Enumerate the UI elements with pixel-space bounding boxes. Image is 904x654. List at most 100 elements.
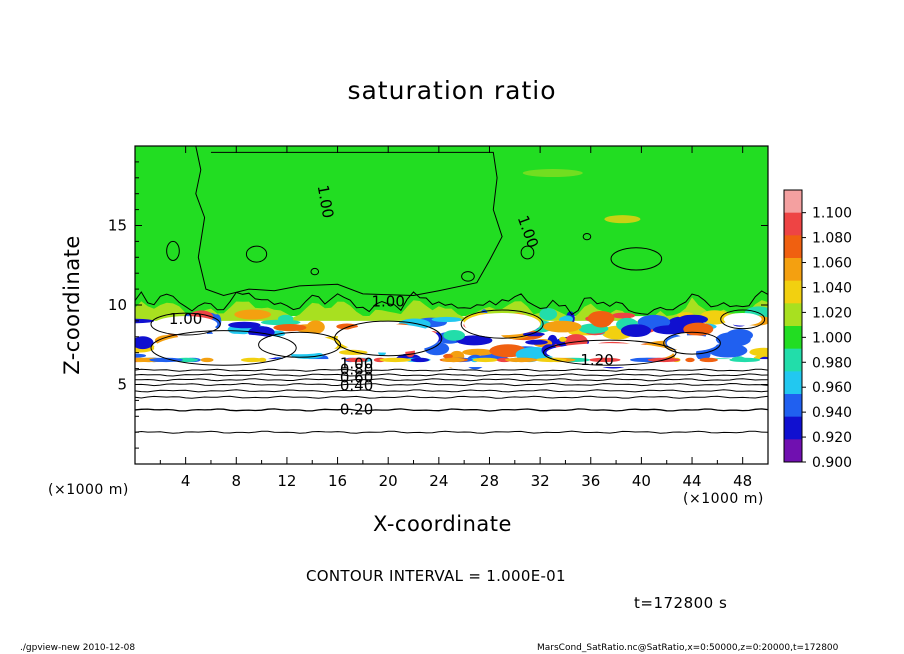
x-tick-label: 44 bbox=[682, 472, 701, 490]
cloud-patch bbox=[559, 336, 567, 342]
cloud-patch bbox=[543, 320, 582, 333]
colorbar-label: 0.940 bbox=[812, 405, 852, 421]
cloud-base-strip bbox=[135, 359, 768, 368]
colorbar-label: 1.020 bbox=[812, 305, 852, 321]
plume-patch bbox=[522, 169, 583, 178]
contour-label: 0.60 bbox=[340, 369, 373, 387]
contour-line bbox=[135, 408, 768, 412]
contour-line bbox=[150, 330, 297, 366]
contour-labels: 1.001.001.001.001.00 1.200.800.600.400.20 bbox=[169, 184, 614, 419]
cloud-core bbox=[337, 324, 439, 353]
colorbar-cell bbox=[784, 348, 802, 372]
contour-interval-text: CONTOUR INTERVAL = 1.000E-01 bbox=[306, 567, 566, 585]
x-tick-label: 20 bbox=[379, 472, 398, 490]
contour-line bbox=[720, 309, 766, 330]
plume-patch bbox=[604, 215, 641, 224]
contour-line bbox=[135, 382, 768, 387]
chart-title: saturation ratio bbox=[347, 76, 557, 105]
x-tick-label: 4 bbox=[181, 472, 191, 490]
cloud-patch bbox=[456, 335, 493, 346]
contour-label: 1.00 bbox=[169, 310, 202, 328]
footer-left-text: ./gpview-new 2010-12-08 bbox=[20, 643, 136, 653]
field-saturated-region bbox=[135, 146, 768, 317]
contour-line bbox=[310, 267, 320, 276]
contour-label: 1.00 bbox=[340, 354, 373, 372]
contour-line bbox=[135, 290, 768, 316]
cloud-core bbox=[464, 312, 541, 336]
colorbar-label: 0.960 bbox=[812, 380, 852, 396]
cloud-base-patch bbox=[729, 357, 761, 363]
y-tick-label: 15 bbox=[108, 217, 127, 235]
colorbar-label: 1.100 bbox=[812, 206, 852, 222]
colorbar: 1.100 1.080 1.060 1.040 1.020 1.000 0.980 0.960… bbox=[783, 189, 852, 471]
cloud-core bbox=[261, 335, 338, 355]
contour-line bbox=[135, 378, 768, 382]
cloud-base-patch bbox=[505, 357, 538, 363]
cloud-patch bbox=[306, 320, 325, 334]
colorbar-label: 1.040 bbox=[812, 280, 852, 296]
colorbar-frame bbox=[783, 189, 803, 463]
contour-label: 0.40 bbox=[340, 377, 373, 395]
colorbar-cell bbox=[784, 235, 802, 259]
contour-line bbox=[195, 146, 503, 297]
time-stamp: t=172800 s bbox=[634, 594, 728, 612]
colorbar-cell bbox=[784, 416, 802, 440]
x-tick-label: 32 bbox=[531, 472, 550, 490]
contour-line bbox=[582, 232, 592, 241]
cloud-patch bbox=[749, 347, 768, 357]
contour-line bbox=[166, 240, 180, 261]
cloud-patch bbox=[525, 339, 548, 345]
contour-line bbox=[135, 430, 768, 434]
cloud-core bbox=[723, 312, 762, 326]
cloud-patch bbox=[228, 321, 261, 329]
cloud-patch bbox=[234, 309, 272, 320]
cloud-base-patch bbox=[258, 357, 267, 363]
cloud-patch bbox=[135, 353, 147, 358]
x-tick-label: 40 bbox=[632, 472, 651, 490]
x-tick-label: 16 bbox=[328, 472, 347, 490]
contour-line bbox=[663, 331, 721, 355]
cloud-base-patch bbox=[472, 357, 499, 363]
cloud-patch bbox=[135, 318, 155, 324]
contour-label: 1.00 bbox=[314, 184, 338, 220]
x-tick-label: 12 bbox=[277, 472, 296, 490]
cloud-core bbox=[666, 335, 718, 352]
colorbar-label: 1.000 bbox=[812, 330, 852, 346]
contour-lines bbox=[135, 146, 768, 434]
contour-line bbox=[135, 373, 768, 377]
y-axis-label: Z-coordinate bbox=[60, 235, 84, 375]
cloud-patch bbox=[678, 314, 708, 325]
cloud-patch bbox=[431, 316, 462, 323]
contour-line bbox=[610, 247, 663, 271]
cloud-base-patch bbox=[345, 357, 368, 363]
colorbar-label: 0.920 bbox=[812, 430, 852, 446]
colorbar-cell bbox=[784, 212, 802, 236]
cloud-patch bbox=[273, 324, 307, 332]
cloud-base-patch bbox=[410, 357, 430, 363]
contour-line bbox=[135, 368, 768, 372]
x-tick-label: 36 bbox=[581, 472, 600, 490]
cloud-patch bbox=[621, 324, 651, 337]
cloud-base-patch bbox=[441, 357, 465, 363]
x-axis-label: X-coordinate bbox=[373, 512, 512, 536]
contour-label: 1.20 bbox=[580, 351, 613, 369]
cloud-base-patch bbox=[200, 357, 214, 363]
cloud-base-patch bbox=[685, 357, 695, 363]
heatmap-field bbox=[135, 146, 768, 464]
contour-line bbox=[460, 309, 544, 339]
contour-line bbox=[245, 245, 268, 263]
contour-label: 0.20 bbox=[340, 400, 373, 418]
cloud-core bbox=[153, 316, 218, 333]
colorbar-cell bbox=[784, 303, 802, 327]
x-tick-label: 28 bbox=[480, 472, 499, 490]
cloud-patch bbox=[591, 315, 612, 328]
cloud-patch bbox=[462, 348, 494, 356]
colorbar-cell bbox=[784, 190, 802, 214]
cloud-core bbox=[546, 343, 674, 363]
colorbar-label: 0.980 bbox=[812, 355, 852, 371]
contour-line bbox=[135, 389, 768, 393]
colorbar-cell bbox=[784, 394, 802, 418]
colorbar-label: 0.900 bbox=[812, 455, 852, 471]
